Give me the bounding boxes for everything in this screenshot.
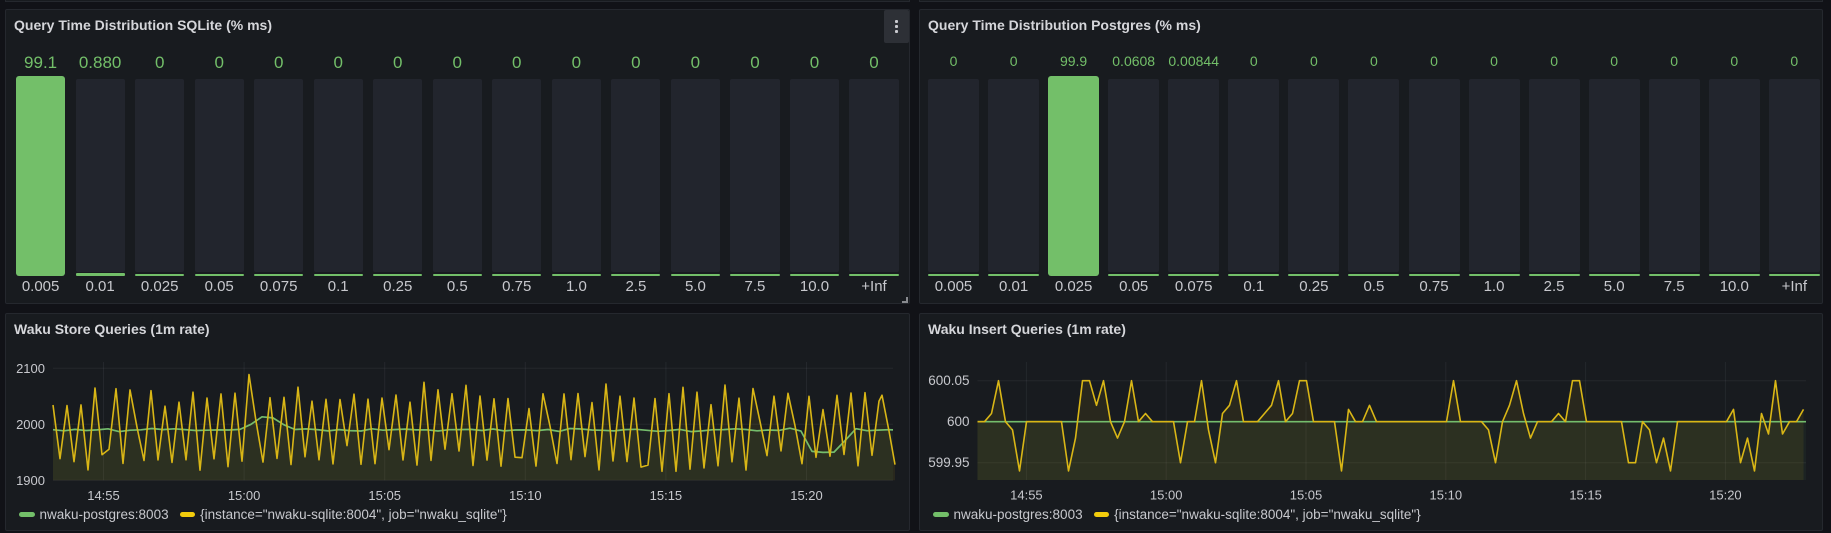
svg-text:600: 600 — [947, 414, 970, 429]
svg-text:15:10: 15:10 — [509, 488, 542, 503]
svg-text:15:15: 15:15 — [1569, 488, 1602, 503]
svg-text:15:20: 15:20 — [790, 488, 823, 503]
svg-text:15:00: 15:00 — [228, 488, 261, 503]
svg-text:1900: 1900 — [16, 473, 45, 488]
svg-text:15:10: 15:10 — [1430, 488, 1463, 503]
svg-text:2100: 2100 — [16, 361, 45, 376]
svg-text:15:20: 15:20 — [1709, 488, 1742, 503]
svg-text:14:55: 14:55 — [1010, 488, 1043, 503]
svg-text:15:15: 15:15 — [650, 488, 683, 503]
svg-text:600.05: 600.05 — [928, 373, 969, 388]
svg-text:15:00: 15:00 — [1150, 488, 1183, 503]
svg-text:2000: 2000 — [16, 417, 45, 432]
svg-text:14:55: 14:55 — [87, 488, 120, 503]
svg-text:599.95: 599.95 — [928, 455, 969, 470]
svg-text:15:05: 15:05 — [1290, 488, 1323, 503]
svg-text:15:05: 15:05 — [368, 488, 401, 503]
